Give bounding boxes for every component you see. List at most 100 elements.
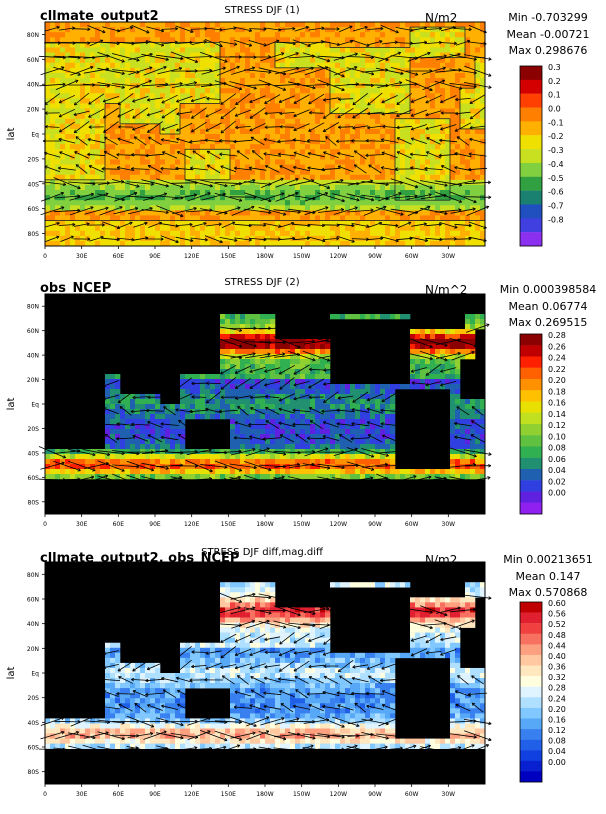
field-cell: [210, 108, 216, 114]
field-cell: [220, 72, 226, 79]
stress-vector: [185, 179, 213, 187]
field-cell: [220, 67, 226, 74]
field-cell: [270, 169, 276, 176]
stress-vector: [128, 53, 153, 61]
field-cell: [135, 134, 141, 140]
field-cell: [60, 235, 66, 242]
field-cell: [135, 22, 141, 28]
field-cell: [320, 210, 326, 216]
field-cell: [345, 27, 351, 33]
field-cell: [135, 169, 141, 176]
stress-vector: [308, 27, 325, 31]
field-cell: [275, 225, 281, 232]
field-cell: [390, 190, 396, 196]
stress-vector: [112, 69, 140, 73]
field-cell: [180, 154, 186, 160]
field-cell: [410, 98, 416, 104]
stress-vector: [325, 136, 337, 146]
field-cell: [160, 230, 166, 237]
field-cell: [410, 205, 416, 211]
field-cell: [210, 154, 216, 160]
field-cell: [90, 42, 96, 48]
field-cell: [200, 83, 206, 89]
field-cell: [390, 32, 396, 38]
field-cell: [375, 83, 381, 89]
vector-head: [354, 66, 358, 70]
field-cell: [265, 205, 271, 211]
field-cell: [105, 37, 111, 43]
field-cell: [245, 134, 251, 140]
field-cell: [465, 98, 471, 104]
field-cell: [65, 88, 71, 94]
stress-vector: [204, 235, 223, 243]
stress-vector: [190, 28, 208, 30]
field-cell: [110, 88, 116, 94]
field-cell: [260, 62, 266, 69]
field-cell: [100, 52, 106, 58]
field-cell: [445, 62, 451, 69]
field-cell: [285, 78, 291, 84]
field-cell: [115, 113, 121, 120]
field-cell: [150, 154, 156, 160]
field-cell: [415, 88, 421, 94]
field-cell: [215, 149, 221, 155]
field-cell: [225, 230, 231, 237]
vector-head: [341, 198, 345, 203]
field-cell: [385, 103, 391, 109]
field-cell: [235, 200, 241, 206]
field-cell: [95, 57, 101, 64]
vector-head: [180, 184, 184, 189]
field-cell: [285, 184, 291, 191]
field-cell: [350, 42, 356, 48]
stress-vector: [126, 195, 154, 199]
field-cell: [195, 230, 201, 237]
field-cell: [445, 174, 451, 181]
field-cell: [190, 230, 196, 237]
field-cell: [335, 230, 341, 237]
field-cell: [330, 169, 336, 176]
vector-head: [337, 114, 341, 119]
stress-vector: [83, 55, 110, 59]
field-cell: [305, 205, 311, 211]
field-cell: [135, 235, 141, 242]
stress-vector: [55, 80, 79, 90]
field-cell: [245, 37, 251, 43]
field-cell: [145, 184, 151, 191]
field-cell: [295, 215, 301, 221]
field-cell: [175, 108, 181, 114]
field-cell: [400, 72, 406, 79]
field-cell: [220, 184, 226, 191]
field-cell: [100, 225, 106, 232]
field-cell: [295, 184, 301, 191]
field-cell: [340, 108, 346, 114]
field-cell: [155, 62, 161, 69]
field-cell: [330, 57, 336, 64]
field-cell: [245, 32, 251, 38]
field-cell: [415, 240, 421, 247]
field-cell: [305, 118, 311, 125]
stress-vector: [60, 236, 74, 242]
field-cell: [330, 103, 336, 109]
field-cell: [45, 118, 51, 125]
field-cell: [90, 174, 96, 181]
field-cell: [295, 62, 301, 69]
field-cell: [265, 169, 271, 176]
field-cell: [305, 159, 311, 165]
field-cell: [175, 240, 181, 247]
vector-head: [180, 56, 184, 61]
field-cell: [395, 240, 401, 247]
field-cell: [355, 72, 361, 79]
field-cell: [315, 159, 321, 165]
field-cell: [470, 195, 476, 201]
field-cell: [320, 184, 326, 191]
stress-vector: [317, 79, 345, 91]
field-cell: [240, 22, 246, 28]
field-cell: [60, 72, 66, 79]
field-cell: [285, 159, 291, 165]
field-cell: [365, 230, 371, 237]
field-cell: [105, 123, 111, 130]
field-cell: [320, 159, 326, 165]
field-cell: [435, 27, 441, 33]
field-cell: [410, 210, 416, 216]
field-cell: [195, 88, 201, 94]
